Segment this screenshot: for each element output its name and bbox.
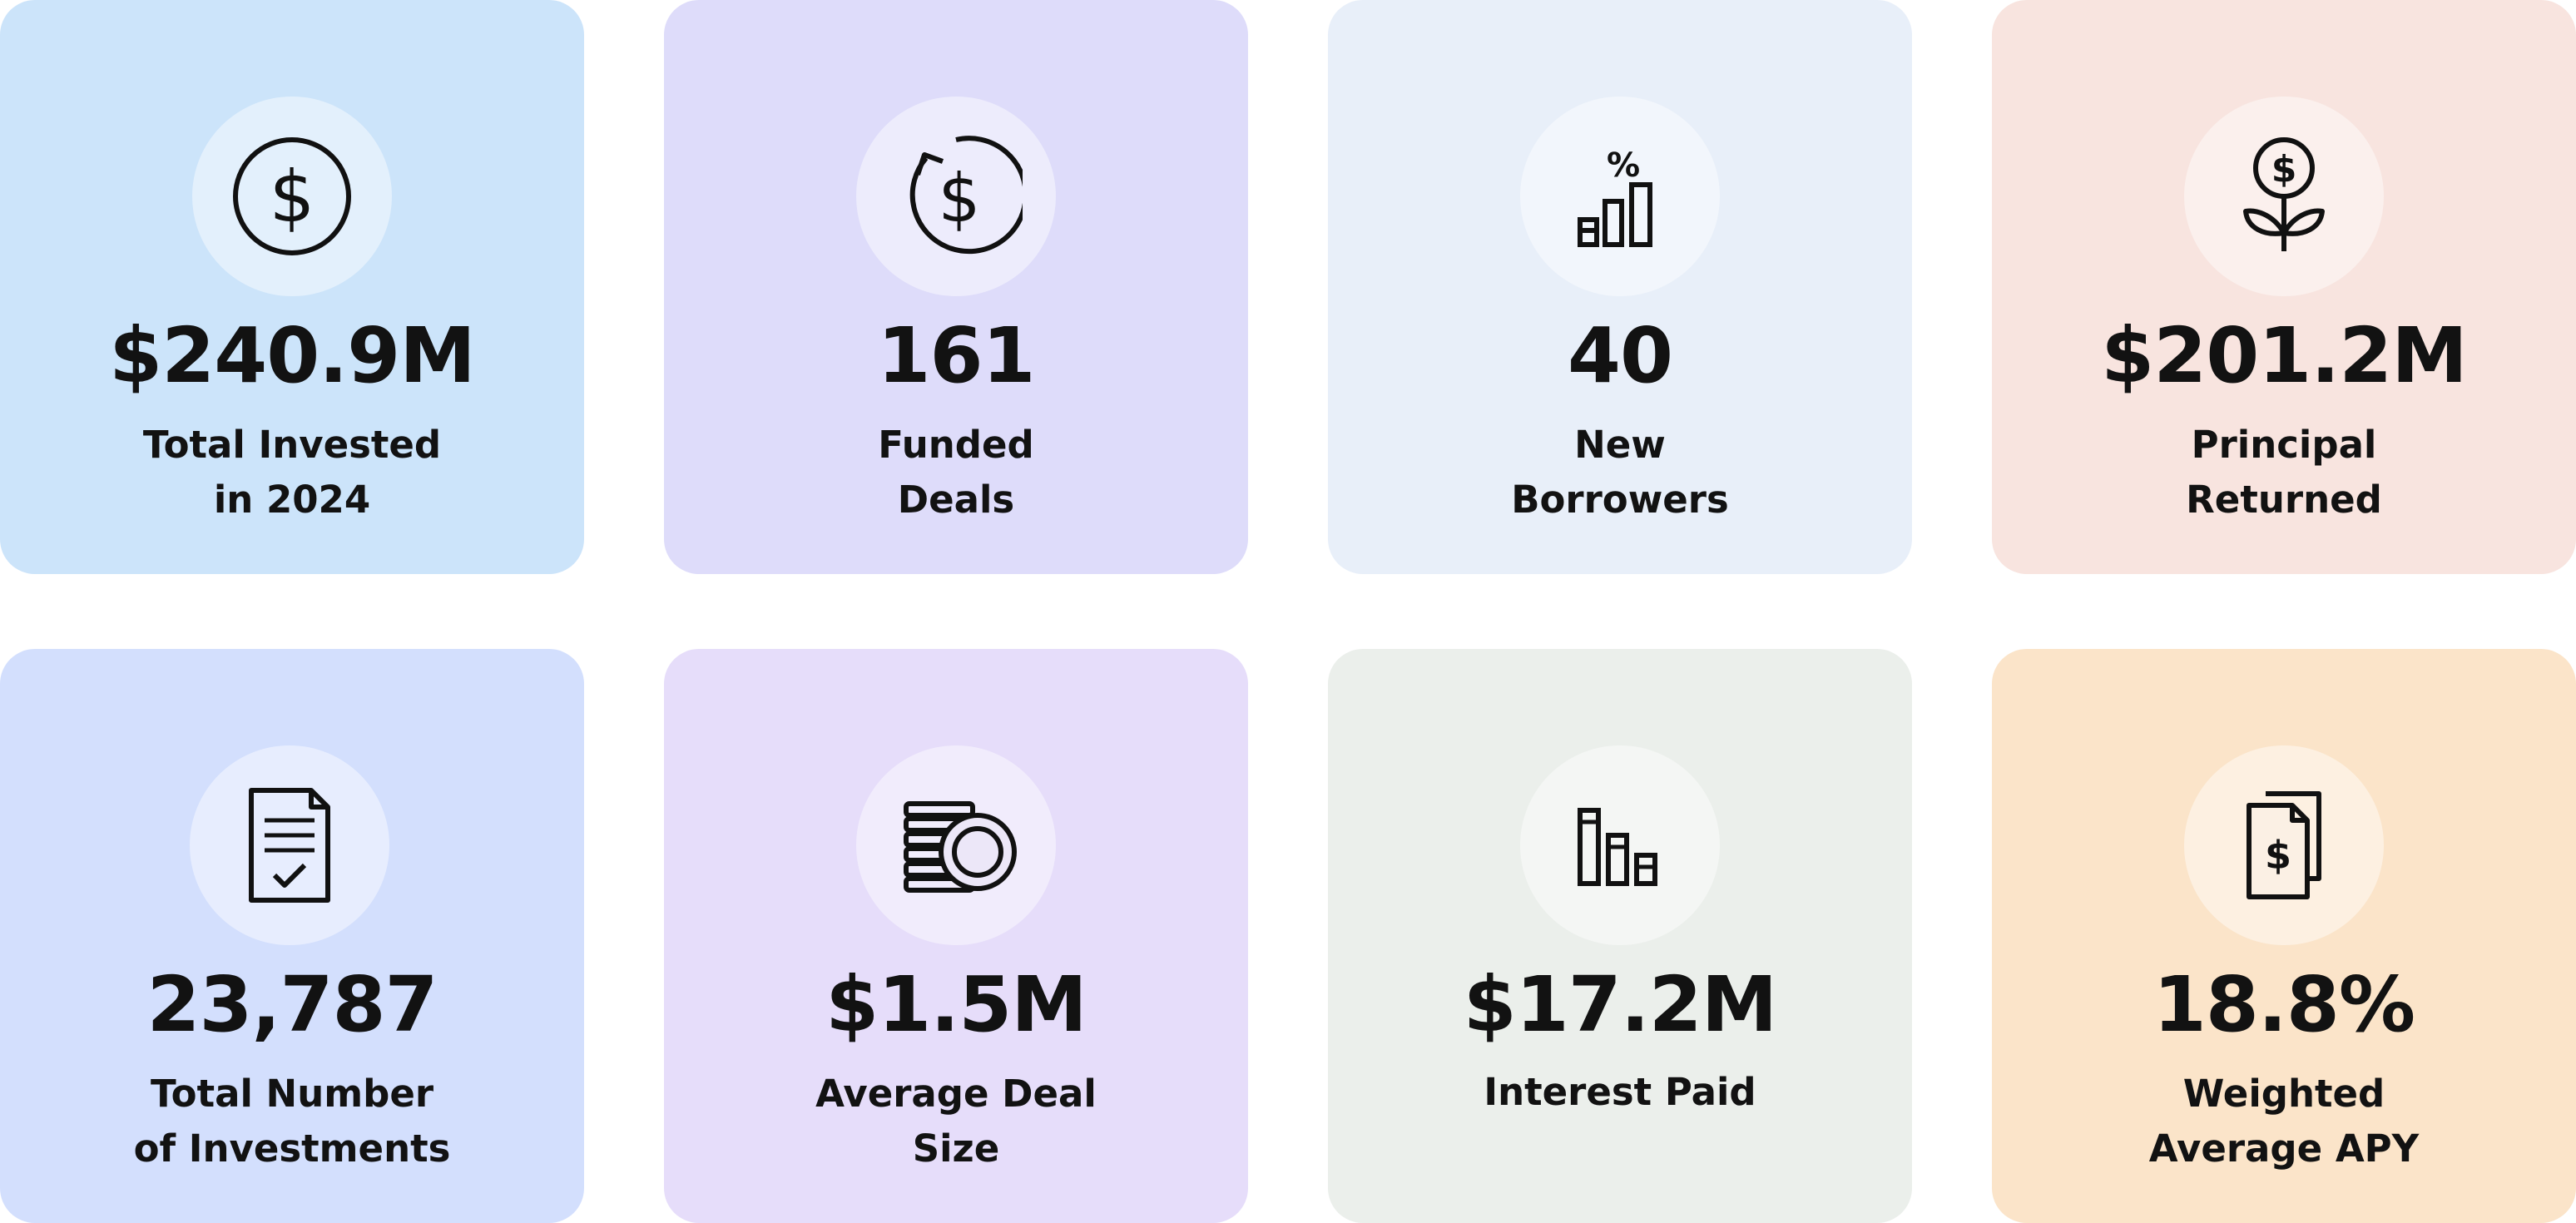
- svg-text:$: $: [2265, 833, 2291, 878]
- stat-value: 161: [877, 311, 1035, 400]
- stat-label: Interest Paid: [1361, 1065, 1879, 1120]
- stat-label-line2: of Investments: [133, 1126, 451, 1171]
- stat-label-line2: Borrowers: [1511, 478, 1729, 522]
- stat-value: 18.8%: [2152, 960, 2415, 1049]
- stat-label: Funded Deals: [697, 418, 1215, 527]
- svg-text:%: %: [1607, 146, 1640, 185]
- stat-value: 23,787: [146, 960, 438, 1049]
- document-check-icon: [249, 788, 330, 903]
- stat-label: Average Deal Size: [697, 1067, 1215, 1176]
- stat-label: Principal Returned: [2025, 418, 2543, 527]
- icon-badge: [856, 745, 1056, 945]
- svg-text:$: $: [939, 160, 981, 237]
- stat-label-line2: Deals: [897, 478, 1015, 522]
- stat-card-new-borrowers: % 40 New Borrowers: [1328, 0, 1912, 574]
- stat-value: $201.2M: [2101, 311, 2468, 400]
- stat-value: $17.2M: [1463, 960, 1778, 1049]
- stat-card-weighted-average-apy: $ 18.8% Weighted Average APY: [1992, 649, 2576, 1223]
- stat-label-line1: Interest Paid: [1484, 1070, 1756, 1114]
- money-plant-icon: $: [2243, 137, 2325, 251]
- icon-badge: [190, 745, 389, 945]
- descending-bars-icon: [1578, 808, 1657, 886]
- stat-card-average-deal-size: $1.5M Average Deal Size: [664, 649, 1248, 1223]
- stat-card-total-investments: 23,787 Total Number of Investments: [0, 649, 584, 1223]
- svg-text:$: $: [2271, 148, 2297, 191]
- icon-badge: %: [1520, 97, 1720, 296]
- dollar-coin-icon: $: [233, 137, 351, 255]
- stat-label-line2: Size: [912, 1126, 1000, 1171]
- percent-bar-chart-icon: %: [1578, 146, 1652, 247]
- stat-label-line1: Weighted: [2182, 1072, 2385, 1116]
- icon-badge: $: [856, 97, 1056, 296]
- stat-label: Weighted Average APY: [2025, 1067, 2543, 1176]
- stat-value: $1.5M: [825, 960, 1087, 1049]
- stat-label-line1: Average Deal: [815, 1072, 1097, 1116]
- stat-label-line2: Average APY: [2148, 1126, 2420, 1171]
- stat-label: Total Number of Investments: [33, 1067, 551, 1176]
- stat-card-principal-returned: $ $201.2M Principal Returned: [1992, 0, 2576, 574]
- svg-text:$: $: [270, 156, 315, 239]
- icon-badge: $: [192, 97, 392, 296]
- icon-badge: [1520, 745, 1720, 945]
- dollar-refresh-icon: $: [909, 136, 1023, 255]
- stat-label-line1: Total Invested: [142, 423, 442, 467]
- stat-label-line1: Funded: [878, 423, 1034, 467]
- icon-badge: $: [2184, 745, 2384, 945]
- icon-badge: $: [2184, 97, 2384, 296]
- stat-card-total-invested: $ $240.9M Total Invested in 2024: [0, 0, 584, 574]
- stat-label: New Borrowers: [1361, 418, 1879, 527]
- dollar-documents-icon: $: [2247, 791, 2321, 899]
- stat-card-funded-deals: $ 161 Funded Deals: [664, 0, 1248, 574]
- coin-stack-icon: [904, 801, 1017, 893]
- stat-label-line1: New: [1574, 423, 1666, 467]
- stat-label-line1: Principal: [2191, 423, 2377, 467]
- stat-label: Total Invested in 2024: [33, 418, 551, 527]
- stat-label-line2: Returned: [2186, 478, 2382, 522]
- stat-card-interest-paid: $17.2M Interest Paid: [1328, 649, 1912, 1223]
- stat-label-line1: Total Number: [150, 1072, 434, 1116]
- stat-label-line2: in 2024: [213, 478, 371, 522]
- stat-value: $240.9M: [109, 311, 476, 400]
- stat-value: 40: [1567, 311, 1673, 400]
